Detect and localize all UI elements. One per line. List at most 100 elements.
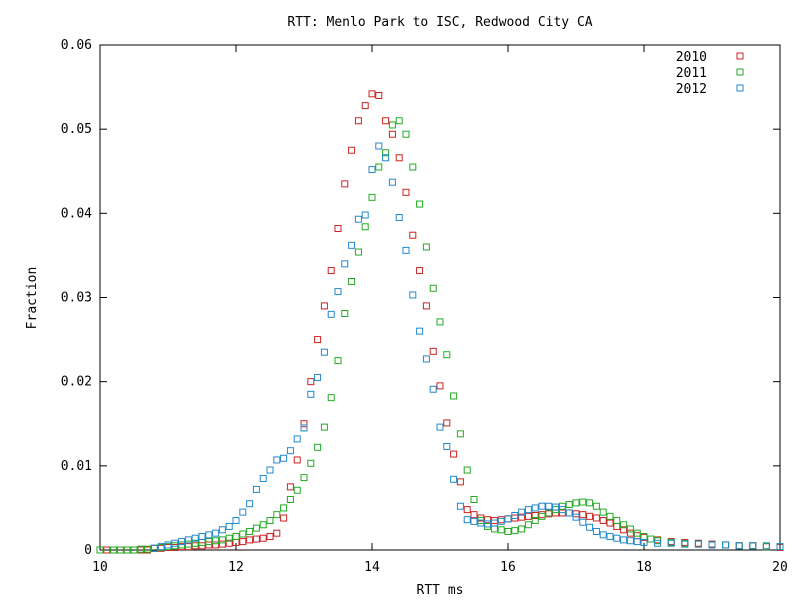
data-point xyxy=(463,516,471,524)
data-point xyxy=(341,260,349,268)
data-point xyxy=(96,546,104,554)
data-point xyxy=(327,394,335,402)
y-tick-label: 0.03 xyxy=(61,291,92,306)
data-point xyxy=(348,146,356,154)
data-point xyxy=(286,447,294,455)
data-point xyxy=(293,456,301,464)
data-point xyxy=(402,188,410,196)
data-point xyxy=(558,506,566,514)
data-point xyxy=(470,517,478,525)
data-point xyxy=(633,538,641,546)
data-point xyxy=(225,539,233,547)
data-point xyxy=(368,166,376,174)
data-point xyxy=(477,519,485,527)
data-point xyxy=(252,535,260,543)
data-point xyxy=(450,450,458,458)
data-point xyxy=(239,530,247,538)
data-point xyxy=(749,542,757,550)
data-point xyxy=(348,241,356,249)
data-point xyxy=(749,542,757,550)
data-point xyxy=(592,514,600,522)
data-point xyxy=(422,302,430,310)
data-point xyxy=(572,513,580,521)
data-point xyxy=(592,527,600,535)
data-point xyxy=(280,504,288,512)
series-2011 xyxy=(96,117,784,554)
data-point xyxy=(334,288,342,296)
data-point xyxy=(184,536,192,544)
data-point xyxy=(538,511,546,519)
data-point xyxy=(531,511,539,519)
x-tick-label: 14 xyxy=(364,560,380,575)
data-point xyxy=(280,514,288,522)
data-point xyxy=(178,538,186,546)
data-point xyxy=(606,512,614,520)
data-point xyxy=(443,419,451,427)
data-point xyxy=(647,535,655,543)
data-point xyxy=(626,529,634,537)
data-point xyxy=(307,390,315,398)
data-point xyxy=(218,526,226,534)
data-point xyxy=(205,531,213,539)
data-point xyxy=(613,534,621,542)
data-point xyxy=(110,546,118,554)
data-point xyxy=(368,90,376,98)
data-point xyxy=(497,517,505,525)
data-point xyxy=(545,509,553,517)
chart-title: RTT: Menlo Park to ISC, Redwood City CA xyxy=(287,15,592,30)
data-point xyxy=(470,496,478,503)
data-point xyxy=(327,267,335,275)
data-point xyxy=(171,539,179,547)
data-point xyxy=(354,117,362,125)
data-point xyxy=(667,539,675,547)
data-point xyxy=(450,475,458,483)
legend-marker xyxy=(736,68,744,76)
data-point xyxy=(538,512,546,520)
data-point xyxy=(409,231,417,239)
data-point xyxy=(436,318,444,326)
data-point xyxy=(429,284,437,292)
data-point xyxy=(463,466,471,474)
data-point xyxy=(266,466,274,474)
data-point xyxy=(497,526,505,534)
x-tick-label: 12 xyxy=(228,560,244,575)
data-point xyxy=(259,474,267,482)
data-point xyxy=(422,243,430,251)
data-point xyxy=(361,223,369,231)
legend-label: 2011 xyxy=(676,66,707,81)
data-points xyxy=(96,90,784,554)
data-point xyxy=(422,355,430,363)
data-point xyxy=(354,248,362,256)
data-point xyxy=(273,511,281,519)
data-point xyxy=(402,246,410,254)
data-point xyxy=(456,502,464,510)
data-point xyxy=(463,506,471,514)
x-tick-label: 18 xyxy=(636,560,652,575)
data-point xyxy=(436,382,444,390)
series-2012 xyxy=(150,142,784,552)
data-point xyxy=(565,509,573,517)
data-point xyxy=(722,541,730,549)
data-point xyxy=(375,92,383,99)
data-point xyxy=(626,537,634,545)
data-point xyxy=(259,521,267,529)
data-point xyxy=(586,499,594,507)
data-point xyxy=(273,456,281,464)
data-point xyxy=(722,541,730,549)
data-point xyxy=(592,502,600,510)
data-point xyxy=(212,529,220,537)
data-point xyxy=(545,502,553,510)
data-point xyxy=(239,508,247,516)
data-point xyxy=(130,546,138,554)
y-tick-label: 0 xyxy=(84,543,92,558)
data-point xyxy=(314,336,322,344)
data-point xyxy=(293,435,301,443)
data-point xyxy=(300,424,308,432)
data-point xyxy=(708,541,716,549)
data-point xyxy=(334,224,342,232)
data-point xyxy=(429,347,437,355)
data-point xyxy=(307,378,315,386)
data-point xyxy=(395,117,403,125)
plot-frame xyxy=(99,44,781,551)
